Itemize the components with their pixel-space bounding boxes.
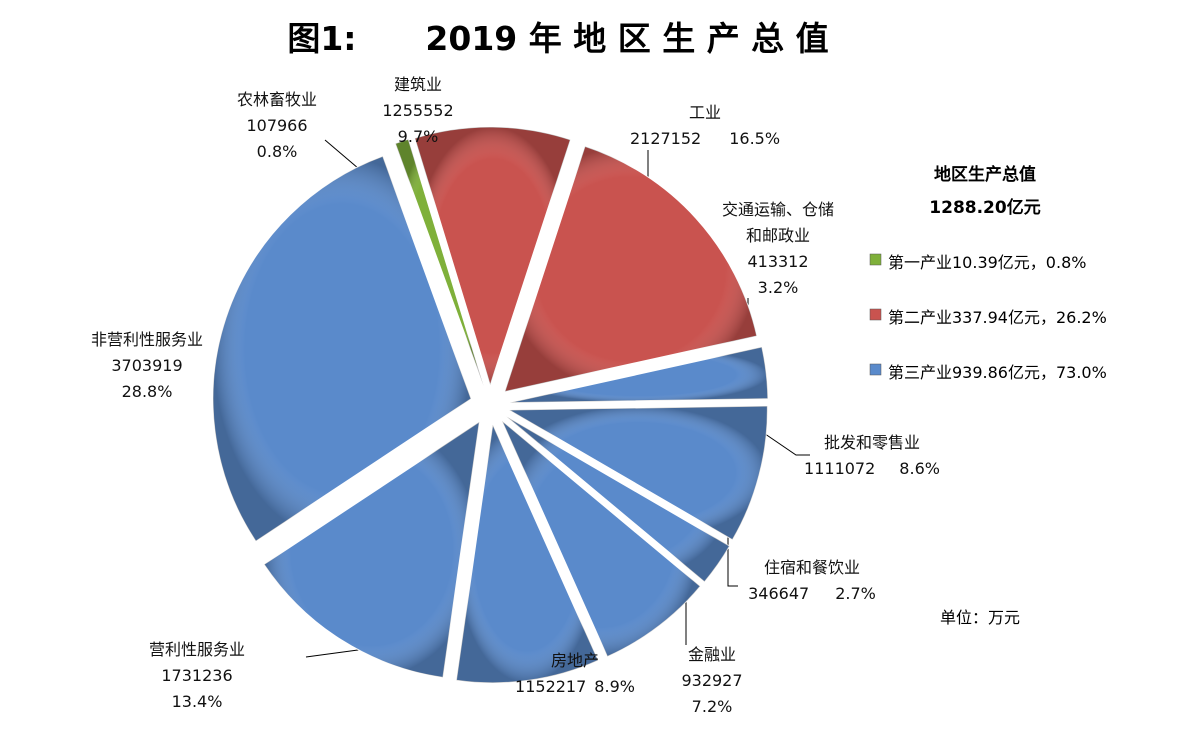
- label-percent: 9.7%: [397, 127, 439, 146]
- label-percent: 13.4%: [171, 692, 223, 711]
- legend-label: 第一产业10.39亿元，0.8%: [888, 253, 1087, 272]
- label-percent: 8.6%: [899, 459, 940, 478]
- legend-marker: [869, 253, 882, 266]
- label-category: 交通运输、仓储和邮政业: [721, 200, 834, 245]
- label-percent: 28.8%: [121, 382, 173, 401]
- label-value: 932927: [681, 671, 743, 690]
- label-category: 批发和零售业: [823, 433, 920, 452]
- data-label: 住宿和餐饮业 346647 2.7%: [712, 555, 912, 607]
- label-category: 金融业: [687, 645, 736, 664]
- label-percent: 16.5%: [729, 129, 781, 148]
- label-category: 非营利性服务业: [90, 330, 203, 349]
- data-label: 建筑业 1255552 9.7%: [348, 72, 488, 150]
- label-percent: 0.8%: [256, 142, 298, 161]
- label-category: 农林畜牧业: [236, 90, 317, 109]
- data-label: 农林畜牧业 107966 0.8%: [207, 87, 347, 165]
- label-percent: 3.2%: [757, 278, 799, 297]
- legend-marker: [869, 363, 882, 376]
- chart-title: 图1: 2019 年 地 区 生 产 总 值: [287, 19, 829, 58]
- label-category: 建筑业: [393, 75, 442, 94]
- data-label: 工业 2127152 16.5%: [595, 100, 815, 152]
- label-percent: 7.2%: [691, 697, 733, 716]
- label-percent: 8.9%: [594, 677, 635, 696]
- unit-label: 单位：万元: [940, 608, 1021, 627]
- data-label: 营利性服务业 1731236 13.4%: [57, 637, 337, 715]
- label-value: 1111072: [804, 459, 876, 478]
- label-category: 工业: [688, 103, 721, 122]
- label-value: 346647: [748, 584, 810, 603]
- data-label: 金融业 932927 7.2%: [642, 642, 782, 720]
- label-value: 3703919: [111, 356, 183, 375]
- label-value: 1255552: [382, 101, 454, 120]
- legend-label: 第三产业939.86亿元，73.0%: [888, 363, 1107, 382]
- label-value: 413312: [747, 252, 809, 271]
- legend-total: 1288.20亿元: [929, 198, 1041, 218]
- label-category: 营利性服务业: [148, 640, 245, 659]
- data-label: 批发和零售业 1111072 8.6%: [772, 430, 972, 482]
- data-label: 房地产 1152217 8.9%: [475, 648, 675, 700]
- legend-marker: [869, 308, 882, 321]
- legend-title: 地区生产总值: [934, 165, 1036, 185]
- label-percent: 2.7%: [835, 584, 876, 603]
- legend-label: 第二产业337.94亿元，26.2%: [888, 308, 1107, 327]
- label-value: 1731236: [161, 666, 233, 685]
- label-value: 107966: [246, 116, 308, 135]
- label-value: 1152217: [515, 677, 587, 696]
- label-category: 住宿和餐饮业: [763, 558, 860, 577]
- data-label: 交通运输、仓储和邮政业 413312 3.2%: [716, 197, 840, 301]
- label-category: 房地产: [550, 651, 599, 670]
- label-value: 2127152: [629, 129, 702, 148]
- data-label: 非营利性服务业 3703919 28.8%: [7, 327, 287, 405]
